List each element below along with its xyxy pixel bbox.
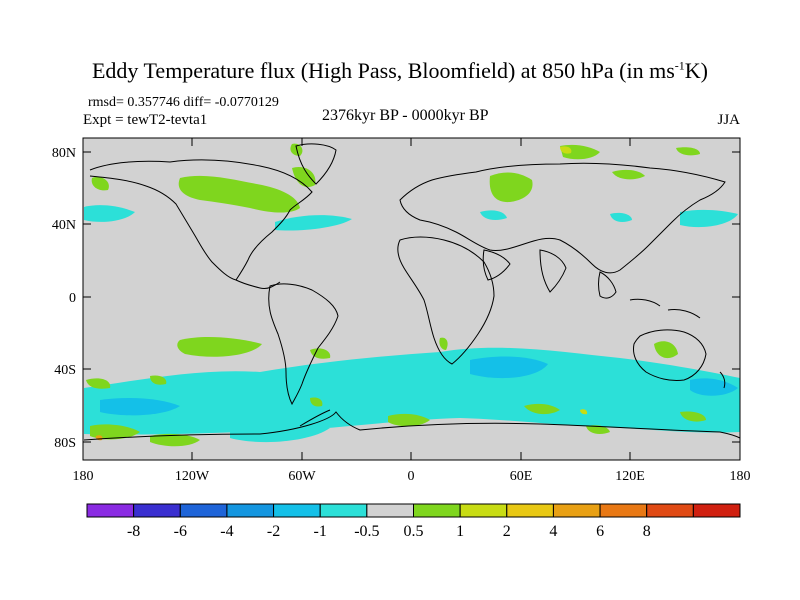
colorbar-label: 4 [549, 523, 557, 540]
patch-north-america-green [178, 175, 300, 213]
colorbar-swatch [692, 503, 741, 518]
patch-atlantic-cyan [275, 215, 352, 231]
lat-label: 80S [54, 436, 76, 451]
colorbar-swatch [86, 503, 135, 518]
colorbar-swatch [506, 503, 554, 518]
colorbar-label: -4 [220, 523, 233, 540]
colorbar-label: -8 [127, 523, 140, 540]
colorbar-label: -2 [267, 523, 280, 540]
colorbar-swatch [413, 503, 461, 518]
patch-antarctic-green-3 [310, 397, 323, 407]
patch-southern-ocean-blue-3 [690, 378, 738, 396]
colorbar-swatch [599, 503, 648, 518]
patch-alaska-green [91, 176, 109, 191]
anomaly-patches [84, 143, 740, 447]
patch-canada-green [292, 166, 316, 187]
colorbar-label: 2 [503, 523, 511, 540]
colorbar-label: -0.5 [354, 523, 379, 540]
colorbar-label: -1 [314, 523, 327, 540]
colorbar-swatch [459, 503, 508, 518]
colorbar-swatch [273, 503, 321, 518]
patch-arctic-yellow [560, 146, 572, 154]
colorbar-label: 6 [596, 523, 604, 540]
experiment-label: Expt = tewT2-tevta1 [83, 112, 208, 128]
patch-antarctic-green-2 [150, 433, 200, 447]
patch-patagonia-green [310, 348, 331, 359]
lon-label: 0 [408, 469, 415, 484]
lon-label: 180 [730, 469, 751, 484]
lat-label: 80N [52, 146, 76, 161]
patch-asia-cyan [610, 212, 632, 222]
lon-label: 60W [288, 469, 316, 484]
patch-indian-green-2 [524, 403, 560, 415]
period-label: 2376kyr BP - 0000kyr BP [322, 107, 489, 124]
patch-npacific-cyan [680, 209, 738, 228]
colorbar-swatch [552, 503, 601, 518]
patch-siberia-green [489, 172, 533, 203]
lon-label: 60E [510, 469, 533, 484]
colorbar-label: -6 [174, 523, 187, 540]
colorbar-swatch [646, 503, 694, 518]
patch-southern-ocean-blue [100, 398, 180, 416]
tick-marks [83, 138, 740, 460]
colorbar-swatch [179, 503, 228, 518]
patch-antarctic-green-1 [90, 424, 140, 440]
colorbar-swatch [226, 503, 275, 518]
lon-label: 180 [73, 469, 94, 484]
colorbar-label: 0.5 [404, 523, 424, 540]
patch-bering-green [676, 147, 700, 156]
colorbar-swatch [366, 503, 414, 518]
patch-spacific-green [177, 337, 262, 357]
patch-southern-ocean-blue-2 [470, 356, 548, 379]
stats-text: rmsd= 0.357746 diff= -0.0770129 [88, 95, 279, 110]
patch-antarctic-green-4 [388, 413, 430, 427]
lon-label: 120W [175, 469, 210, 484]
lat-label: 40S [54, 363, 76, 378]
patch-southern-ocean-cyan [84, 347, 740, 435]
patch-pacific-cyan [84, 205, 135, 222]
season-label: JJA [717, 112, 740, 128]
colorbar: -8 -6 -4 -2 -1 -0.5 0.5 1 2 4 6 8 [86, 503, 741, 540]
patch-indian-green [439, 337, 448, 350]
patch-pacific-green [612, 169, 645, 180]
patch-antarctic-cyan [230, 422, 330, 443]
lat-label: 40N [52, 218, 76, 233]
patch-south-green-3 [680, 411, 706, 422]
patch-south-green-1 [86, 378, 111, 389]
lon-label: 120E [615, 469, 645, 484]
plot-title: Eddy Temperature flux (High Pass, Bloomf… [91, 58, 708, 83]
patch-antarctic-green-5 [586, 425, 610, 434]
colorbar-swatch [319, 503, 368, 518]
colorbar-label: 8 [643, 523, 651, 540]
coastlines [83, 143, 741, 441]
patch-australia-green [654, 341, 678, 359]
colorbar-label: 1 [456, 523, 464, 540]
lat-label: 0 [69, 291, 76, 306]
colorbar-swatch [133, 503, 181, 518]
patch-south-green-2 [150, 375, 167, 385]
patch-antarctic-yellow [580, 409, 588, 415]
patch-nasia-cyan [480, 210, 507, 220]
